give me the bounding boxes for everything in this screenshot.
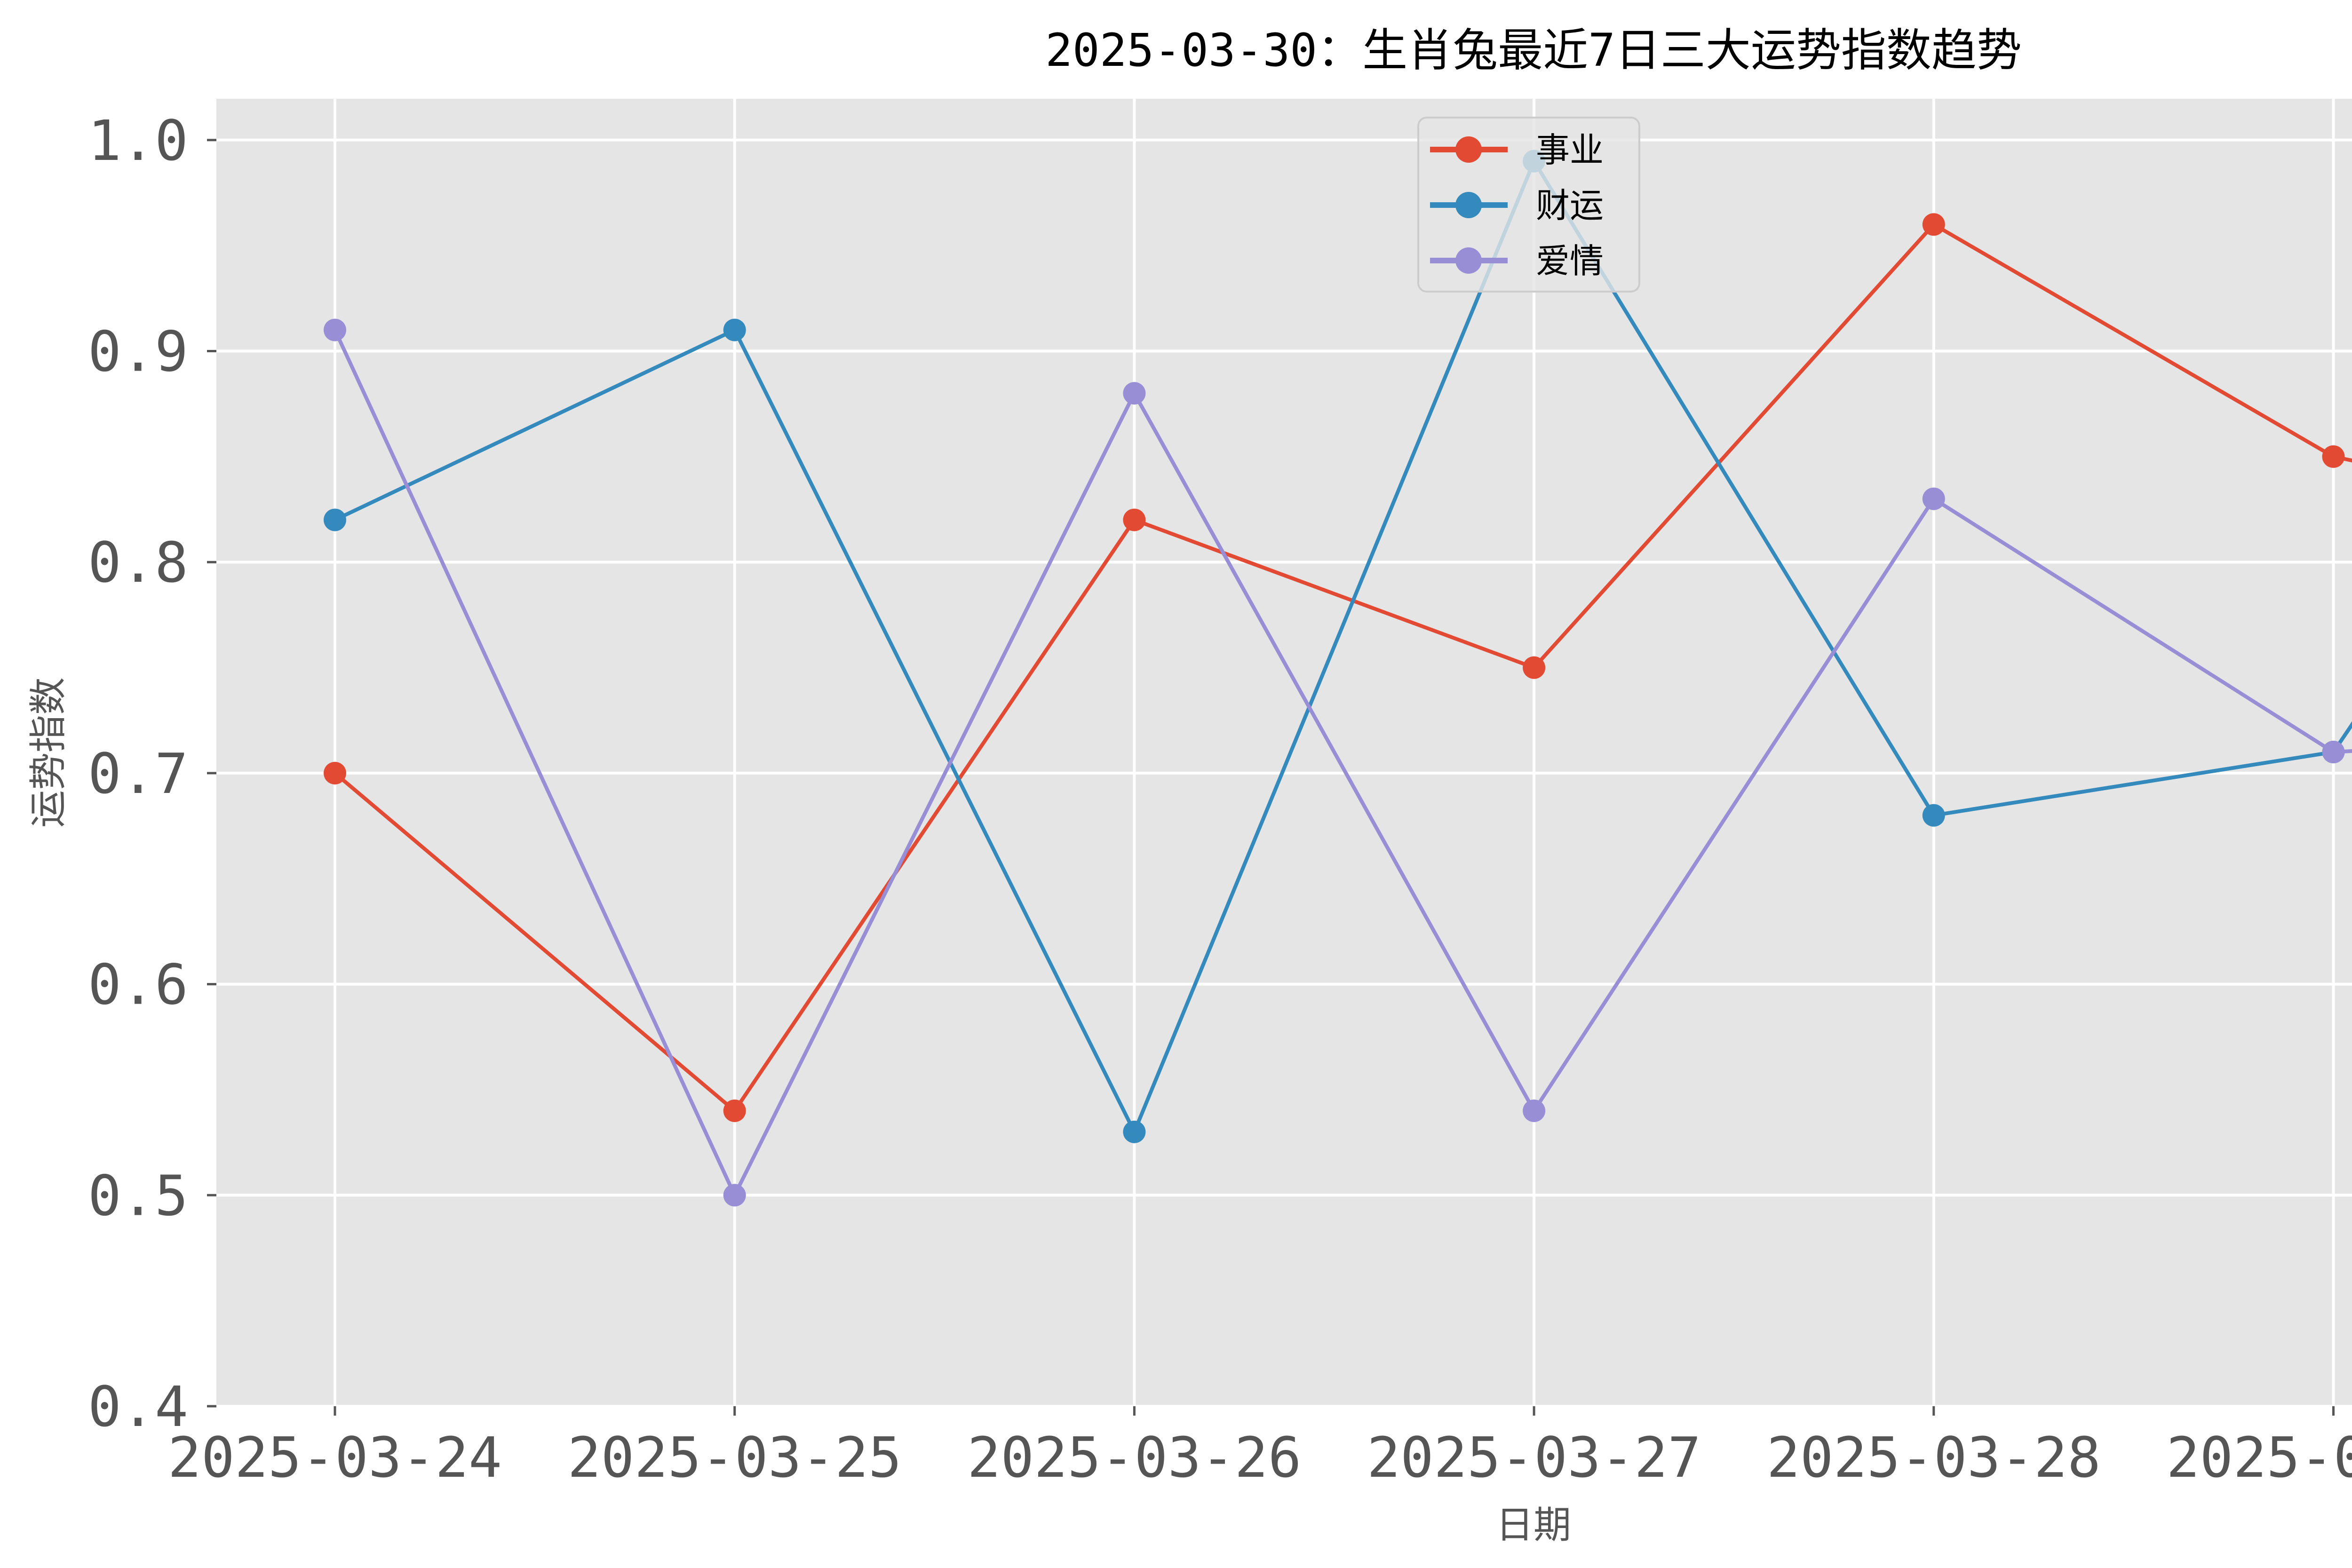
y-axis-label: 运势指数 — [26, 677, 70, 828]
data-point — [324, 318, 346, 341]
y-tick-label: 0.4 — [88, 1374, 188, 1439]
data-point — [1523, 1099, 1546, 1122]
x-tick-label: 2025-03-27 — [1367, 1425, 1701, 1490]
y-tick-label: 0.6 — [88, 952, 188, 1017]
data-point — [2322, 445, 2345, 468]
y-tick-label: 0.7 — [88, 741, 188, 806]
y-tick-label: 0.9 — [88, 319, 188, 384]
data-point — [2322, 741, 2345, 764]
data-point — [723, 318, 746, 341]
x-tick-label: 2025-03-26 — [967, 1425, 1301, 1490]
y-tick-label: 1.0 — [88, 108, 188, 173]
data-point — [1123, 382, 1146, 405]
data-point — [723, 1184, 746, 1207]
data-point — [723, 1099, 746, 1122]
data-point — [1922, 804, 1945, 827]
data-point — [324, 761, 346, 784]
chart-title: 2025-03-30：生肖兔最近7日三大运势指数趋势 — [1045, 24, 2022, 77]
x-tick-label: 2025-03-25 — [567, 1425, 901, 1490]
legend-marker — [1455, 247, 1482, 274]
data-point — [324, 508, 346, 531]
data-point — [1922, 487, 1945, 510]
x-tick-label: 2025-03-24 — [168, 1425, 502, 1490]
x-axis: 2025-03-24 2025-03-25 2025-03-26 2025-03-27… — [168, 1406, 2352, 1490]
data-point — [1123, 508, 1146, 531]
y-axis: 0.4 0.5 0.6 0.7 0.8 0.9 1.0 — [88, 108, 216, 1439]
x-tick-label: 2025-03-29 — [2166, 1425, 2352, 1490]
data-point — [1922, 213, 1945, 236]
y-tick-label: 0.5 — [88, 1163, 188, 1228]
plot-area — [216, 99, 2352, 1406]
y-tick-label: 0.8 — [88, 530, 188, 595]
data-point — [1123, 1120, 1146, 1143]
legend-label: 财运 — [1536, 186, 1604, 225]
x-tick-label: 2025-03-28 — [1767, 1425, 2101, 1490]
data-point — [1523, 656, 1546, 679]
series-0 — [324, 213, 2352, 1122]
legend-marker — [1455, 192, 1482, 218]
legend-label: 爱情 — [1536, 241, 1604, 281]
series-2 — [324, 318, 2352, 1207]
legend-marker — [1455, 136, 1482, 163]
x-axis-label: 日期 — [1496, 1503, 1571, 1547]
legend-label: 事业 — [1536, 130, 1604, 170]
